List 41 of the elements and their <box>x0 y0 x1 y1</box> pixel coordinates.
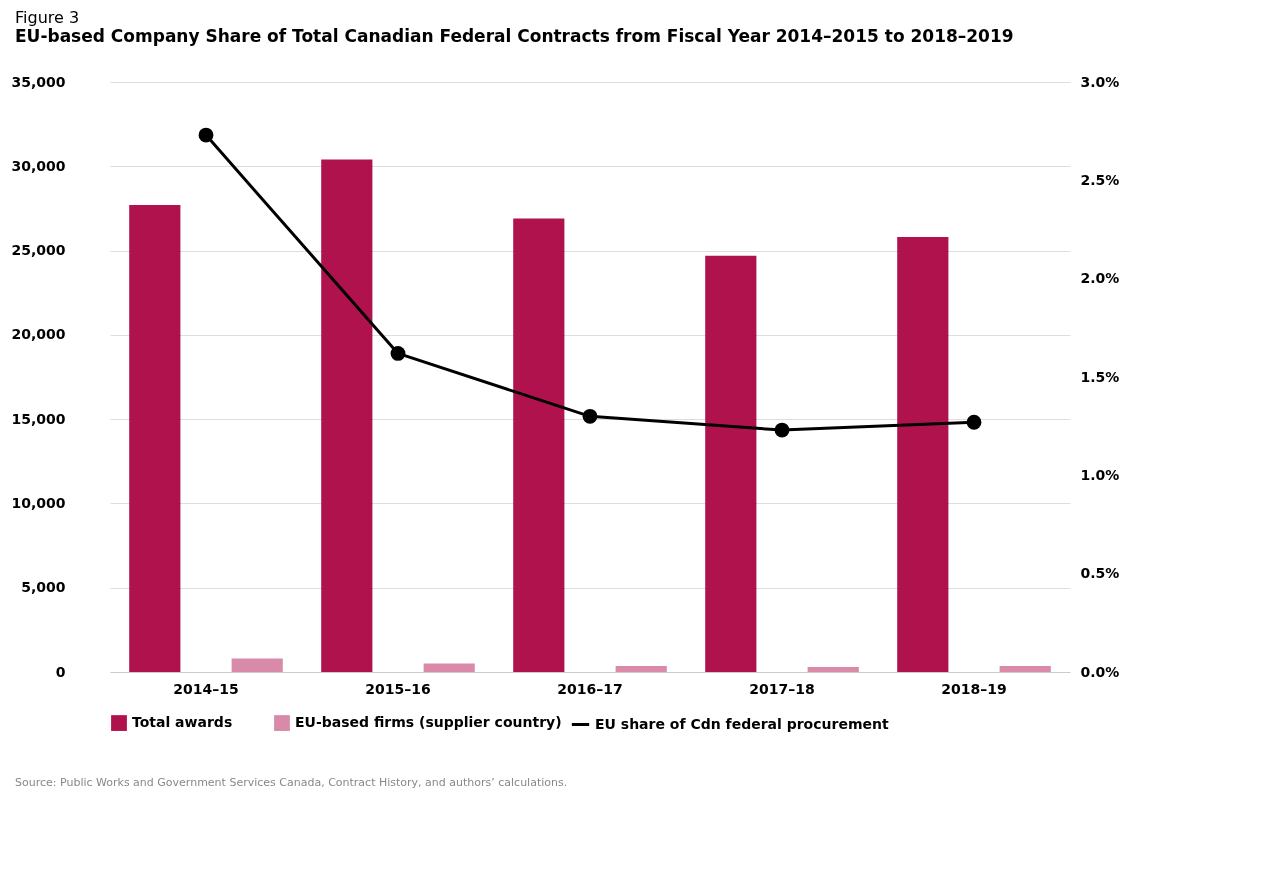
bar <box>807 666 859 672</box>
x-tick-label: 2018–19 <box>941 680 1007 697</box>
y-tick-label: 15,000 <box>11 410 66 427</box>
chart-subtitle: Figure 3 <box>15 8 80 27</box>
y-tick-label: 25,000 <box>11 242 66 259</box>
y2-tick-label: 2.5% <box>1080 171 1120 188</box>
legend-label: EU share of Cdn federal procurement <box>595 715 889 732</box>
y2-tick-label: 1.0% <box>1080 466 1120 483</box>
x-tick-label: 2015–16 <box>365 680 431 697</box>
x-tick-label: 2017–18 <box>749 680 815 697</box>
y-tick-label: 35,000 <box>11 73 66 90</box>
bar <box>513 218 565 672</box>
y-tick-label: 10,000 <box>11 494 66 511</box>
bar <box>705 255 757 672</box>
y2-tick-label: 2.0% <box>1080 270 1120 287</box>
bar <box>231 658 283 672</box>
point <box>774 422 790 438</box>
bar <box>999 666 1051 672</box>
bar <box>615 666 667 672</box>
legend-label: Total awards <box>132 714 233 731</box>
legend-label: EU-based firms (supplier country) <box>295 714 562 731</box>
source-note: Source: Public Works and Government Services Canada, Contract History, and authors’ calculations. <box>15 776 568 789</box>
y2-tick-label: 1.5% <box>1080 368 1120 385</box>
y-tick-label: 0 <box>55 663 66 680</box>
bar <box>897 237 949 672</box>
bar <box>423 663 475 672</box>
y-tick-label: 30,000 <box>11 157 66 174</box>
chart-title: EU-based Company Share of Total Canadian Federal Contracts from Fiscal Year 2014–2015 to 2018–2019 <box>15 26 1014 46</box>
y-tick-label: 20,000 <box>11 326 66 343</box>
point <box>966 414 982 430</box>
point <box>390 346 406 361</box>
bar <box>129 205 181 672</box>
y-tick-label: 5,000 <box>21 579 66 596</box>
point <box>198 127 214 143</box>
bar <box>321 159 373 672</box>
x-tick-label: 2016–17 <box>557 680 623 697</box>
y2-tick-label: 3.0% <box>1080 73 1120 90</box>
y2-tick-label: 0.5% <box>1080 565 1120 582</box>
point <box>582 408 598 424</box>
x-tick-label: 2014–15 <box>173 680 239 697</box>
y2-tick-label: 0.0% <box>1080 663 1120 680</box>
